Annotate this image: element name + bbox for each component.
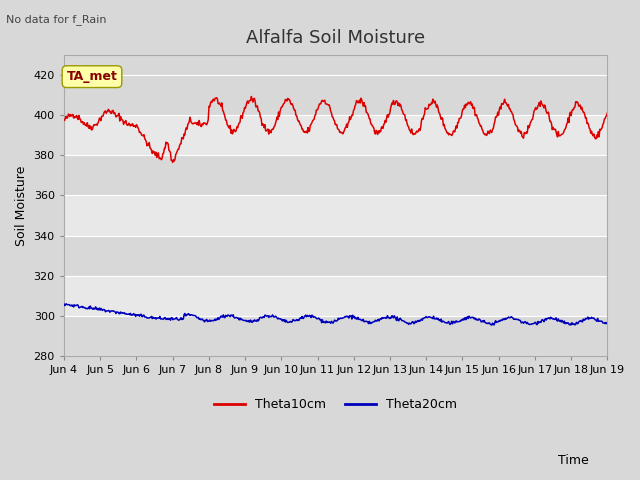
Bar xyxy=(64,115,607,155)
Bar xyxy=(64,155,607,195)
Y-axis label: Soil Moisture: Soil Moisture xyxy=(15,165,28,246)
Bar xyxy=(64,276,607,316)
Text: No data for f_Rain: No data for f_Rain xyxy=(6,14,107,25)
Bar xyxy=(64,316,607,356)
Bar xyxy=(64,195,607,236)
Legend: Theta10cm, Theta20cm: Theta10cm, Theta20cm xyxy=(209,394,462,417)
Text: Time: Time xyxy=(558,454,589,467)
Text: TA_met: TA_met xyxy=(67,70,117,83)
Title: Alfalfa Soil Moisture: Alfalfa Soil Moisture xyxy=(246,29,425,48)
Bar xyxy=(64,74,607,115)
Bar xyxy=(64,236,607,276)
